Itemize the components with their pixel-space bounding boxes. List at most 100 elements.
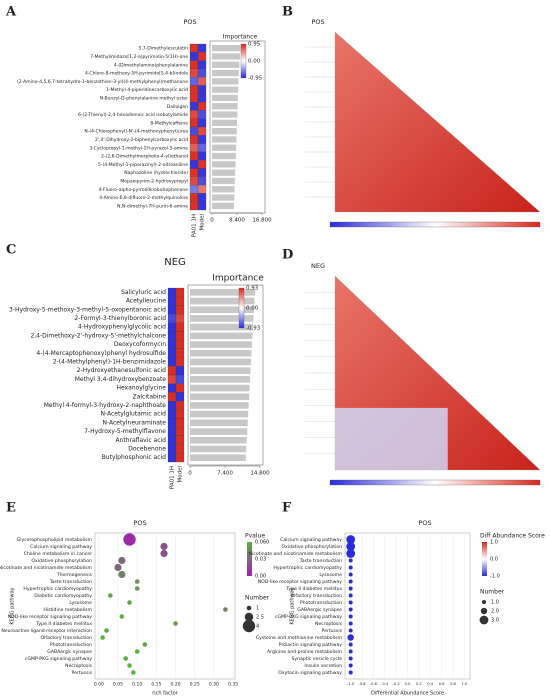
bar <box>190 323 253 331</box>
bar <box>212 144 237 151</box>
heat-cell <box>189 52 199 61</box>
row-label: Taste transduction <box>49 579 92 585</box>
heat-cell <box>189 168 199 177</box>
row-label: 2-Formyl-3-thienylboronic acid <box>74 315 166 322</box>
panel-title: NEG <box>311 262 325 270</box>
heat-cell <box>175 427 185 437</box>
heat-cell <box>175 366 185 376</box>
bar <box>212 177 235 185</box>
heat-cell <box>197 52 207 61</box>
row-label: cGMP-PKG signaling pathway <box>25 656 92 662</box>
bubble <box>100 635 105 640</box>
row-label: Lysosome <box>69 600 92 606</box>
row-label: Hexanoylglycine <box>116 385 166 392</box>
bubble <box>104 628 109 633</box>
dot <box>348 586 353 591</box>
colorbar-label: 1.0 <box>490 540 498 546</box>
heat-cell <box>197 176 207 186</box>
dot <box>348 628 353 633</box>
row-label: Neuroactive ligand-receptor interaction <box>1 628 92 634</box>
colorbar-label: 0.060 <box>255 540 269 546</box>
heat-cell <box>167 340 177 350</box>
column-label: Model <box>178 466 184 483</box>
heat-cell <box>197 60 207 69</box>
row-label: N-(4-Chlorophenyl)-N'-(4-methoxyphenyl)u… <box>84 129 188 135</box>
row-label: 2',4'-Dihydroxy-2-biphenylcarboxylic aci… <box>95 137 188 143</box>
heat-cell <box>175 409 185 419</box>
bubble <box>223 607 228 612</box>
row-label: 4-Hydroxyphenylglycolic acid <box>78 324 166 331</box>
x-tick-label: 0.6 <box>439 682 445 686</box>
heat-cell <box>167 401 177 410</box>
heat-cell <box>189 193 199 202</box>
x-tick-label: 7.400 <box>217 471 233 477</box>
row-label: N-Acetylglutamic acid <box>100 411 166 418</box>
heat-cell <box>175 348 185 358</box>
row-label: 4-(Dimethylamino)phenylalanine <box>114 62 188 68</box>
heat-cell <box>175 331 185 341</box>
row-label: 4-Amino-6,8-difluoro-2-methylquinoline <box>99 195 188 201</box>
bar <box>190 367 251 374</box>
panel-letter: E <box>6 501 16 516</box>
heat-cell <box>189 201 199 211</box>
row-label: 2,4-Dimethoxy-2'-hydroxy-5'-methylchalco… <box>30 332 166 339</box>
bar <box>212 69 239 77</box>
bubble <box>160 549 168 558</box>
colorbar-label: -0.95 <box>248 76 263 82</box>
row-label: Hypertrophic cardiomyopathy <box>273 565 342 571</box>
bar <box>190 315 254 322</box>
heat-cell <box>197 185 207 194</box>
heat-cell <box>189 93 199 103</box>
heat-cell <box>197 193 207 202</box>
bar <box>190 332 253 340</box>
row-label: Olfactory transduction <box>41 635 93 641</box>
correlation-matrix <box>334 31 541 213</box>
panel-letter: C <box>6 243 16 258</box>
size-label: 4 <box>256 624 259 630</box>
column-label: PA01 1H <box>192 214 198 237</box>
row-label: GABAergic synapse <box>47 649 92 655</box>
row-label: Lysosome <box>319 572 342 578</box>
panel-title: POS <box>183 18 196 26</box>
heat-cell <box>175 435 185 445</box>
bar <box>190 376 251 383</box>
colorbar-label: 0.00 <box>246 306 259 312</box>
size-label: 1 <box>256 606 259 612</box>
bubble <box>134 579 140 584</box>
heat-cell <box>167 357 177 367</box>
bar <box>212 127 237 135</box>
row-label: Prolactin signaling pathway <box>279 642 343 648</box>
bar <box>212 94 238 102</box>
row-label: 2-Hydroxyethanesulfonic acid <box>77 367 166 374</box>
heat-cell <box>189 176 199 186</box>
row-label: 4-(4-Mercaptophenoxy)phenyl hydrosulfide <box>36 350 166 357</box>
bar <box>212 136 237 143</box>
bar <box>190 393 250 401</box>
row-label: Hypertrophic cardiomyopathy <box>23 586 92 592</box>
row-label: Insulin secretion <box>304 663 342 669</box>
x-tick-label: 0.20 <box>171 682 181 688</box>
row-label: Type II diabetes mellitus <box>35 621 92 627</box>
row-label: Butylphosphonic acid <box>102 454 166 461</box>
bar <box>212 44 241 52</box>
x-tick-label: 0.0 <box>405 682 411 686</box>
heat-cell <box>197 110 207 119</box>
legend-title: Diff Abundance Score <box>480 533 545 540</box>
dot <box>348 663 353 668</box>
heat-cell <box>167 453 177 463</box>
row-label: Histidine metabolism <box>43 607 92 613</box>
row-label: (2-Amino-4,5,6,7-tetrahydro-1-benzothien… <box>17 79 188 85</box>
colorbar <box>238 287 245 329</box>
heat-cell <box>189 126 199 136</box>
panel-letter: F <box>282 501 292 516</box>
row-label: NOD-like receptor signaling pathway <box>8 614 93 620</box>
panel-letter: A <box>5 5 17 20</box>
row-label: 4-Chloro-8-methoxy-5H-pyrimido[5,4-b]ind… <box>85 71 188 77</box>
heat-cell <box>189 160 199 169</box>
row-label: Oxidative phosphorylation <box>281 544 342 550</box>
bar <box>190 306 254 314</box>
row-label: Anthraflavic acid <box>115 437 166 444</box>
heat-cell <box>175 340 185 350</box>
heat-cell <box>167 287 177 297</box>
bar <box>190 445 247 453</box>
